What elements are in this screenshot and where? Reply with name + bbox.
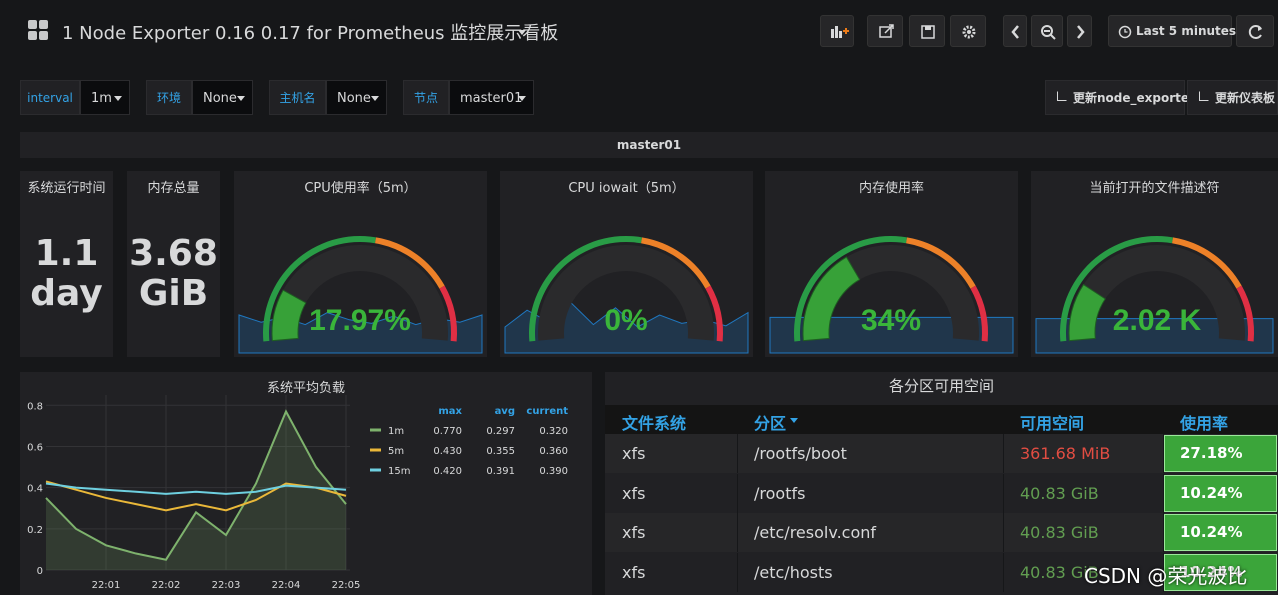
gauge-panel	[1031, 171, 1278, 357]
table-cell: /rootfs/boot	[754, 444, 847, 463]
add-panel-button[interactable]	[820, 15, 854, 47]
table-cell: xfs	[622, 523, 646, 542]
refresh-button[interactable]	[1236, 15, 1274, 47]
icon	[1041, 25, 1056, 40]
usage-cell	[1164, 435, 1277, 472]
cell-border	[1003, 434, 1004, 473]
panel-title: 当前打开的文件描述符	[1089, 181, 1220, 196]
cell-border	[1003, 513, 1004, 552]
cell-border	[1163, 552, 1164, 592]
table-cell: 27.18%	[1180, 444, 1243, 462]
table-cell: 10.24%	[1180, 523, 1243, 541]
variable-value[interactable]: None	[326, 80, 387, 115]
time-range: Last 5 minutes	[1136, 24, 1237, 38]
icon	[921, 25, 935, 39]
variable-label: 节点	[403, 80, 449, 115]
table-cell: 10.24%	[1180, 562, 1243, 581]
stat-panel	[20, 171, 113, 357]
panel-title: 内存总量	[147, 181, 200, 196]
caret	[237, 96, 245, 101]
stat-value: 3.68 GiB	[129, 233, 218, 314]
icon	[1011, 25, 1019, 39]
cell-border	[1003, 552, 1004, 592]
table-cell: 40.83 GiB	[1020, 523, 1099, 542]
link-button[interactable]	[1187, 80, 1278, 115]
link-icon	[1057, 91, 1067, 101]
clock-icon	[1118, 25, 1132, 39]
icon	[831, 26, 849, 38]
sort-caret	[790, 418, 798, 423]
cell-border	[1163, 434, 1164, 473]
usage-cell	[1164, 514, 1277, 551]
table-cell: 40.83 GiB	[1020, 483, 1099, 503]
table-header-cell: 使用率	[1180, 414, 1229, 433]
variable-label: interval	[20, 80, 80, 115]
link-icon	[1199, 91, 1209, 101]
usage-cell	[1164, 474, 1277, 512]
save-button[interactable]	[909, 15, 945, 47]
row-title[interactable]: master01	[20, 132, 1278, 158]
cell-border	[1163, 473, 1164, 513]
gauge-panel	[765, 171, 1018, 357]
panel-title: 系统平均负载	[266, 381, 345, 396]
panel-title: CPU iowait（5m）	[568, 181, 685, 196]
table-cell: xfs	[622, 562, 646, 582]
stat-panel	[127, 171, 220, 357]
table-header-cell: 可用空间	[1020, 414, 1085, 433]
dashboard-title[interactable]: 1 Node Exporter 0.16 0.17 for Prometheus…	[62, 23, 559, 44]
menu-icon[interactable]	[28, 20, 37, 29]
settings-button[interactable]	[950, 15, 986, 47]
table-cell: 361.68 MiB	[1020, 444, 1111, 463]
menu-icon[interactable]	[39, 31, 48, 40]
table-cell: /etc/hosts	[754, 562, 833, 582]
stat-value: 1.1 day	[30, 233, 103, 314]
cell-border	[737, 473, 738, 513]
cell-border	[737, 552, 738, 592]
menu-icon[interactable]	[28, 31, 37, 40]
share-button[interactable]	[867, 15, 903, 47]
table-cell: xfs	[622, 444, 646, 463]
variable-label: 环境	[146, 80, 192, 115]
cell-border	[737, 434, 738, 473]
panel-title: 各分区可用空间	[888, 377, 994, 395]
table-cell: /rootfs	[754, 483, 806, 503]
cell-border	[737, 513, 738, 552]
link-text[interactable]: 更新仪表板	[1215, 91, 1276, 105]
link-button[interactable]	[1045, 80, 1185, 115]
table-cell: xfs	[622, 483, 646, 503]
caret	[114, 96, 122, 101]
gauge-panel	[234, 171, 487, 357]
icon	[962, 25, 976, 39]
gauge-panel	[500, 171, 753, 357]
table-header-cell[interactable]: 分区	[754, 414, 787, 433]
cell-border	[1003, 473, 1004, 513]
watermark: CSDN @荣光波比	[1084, 564, 1248, 588]
table-cell: 40.83 GiB	[1020, 562, 1099, 582]
panel-title: CPU使用率（5m）	[304, 181, 417, 196]
variable-label: 主机名	[269, 80, 326, 115]
table-cell: /etc/resolv.conf	[754, 523, 877, 542]
forward-button[interactable]	[1067, 15, 1092, 47]
icon	[879, 24, 894, 38]
icon	[1248, 25, 1262, 39]
caret	[371, 96, 379, 101]
link-text[interactable]: 更新node_exporter	[1073, 91, 1195, 105]
cell-border	[1163, 513, 1164, 552]
panel-title: 内存使用率	[858, 181, 924, 196]
zoom-out-button[interactable]	[1031, 15, 1063, 47]
time-picker[interactable]: Last 5 minutes	[1108, 15, 1236, 47]
usage-cell	[1164, 553, 1277, 591]
panel-title: 系统运行时间	[27, 181, 106, 196]
graph-panel	[20, 372, 592, 595]
menu-icon[interactable]	[39, 20, 48, 29]
variable-value[interactable]: 1m	[80, 80, 130, 115]
icon	[1077, 25, 1085, 39]
caret	[518, 30, 526, 35]
caret	[518, 96, 526, 101]
table-header	[605, 405, 1278, 434]
table-cell: 10.24%	[1180, 483, 1243, 502]
back-button[interactable]	[1003, 15, 1027, 47]
table-header-cell: 文件系统	[622, 414, 687, 433]
